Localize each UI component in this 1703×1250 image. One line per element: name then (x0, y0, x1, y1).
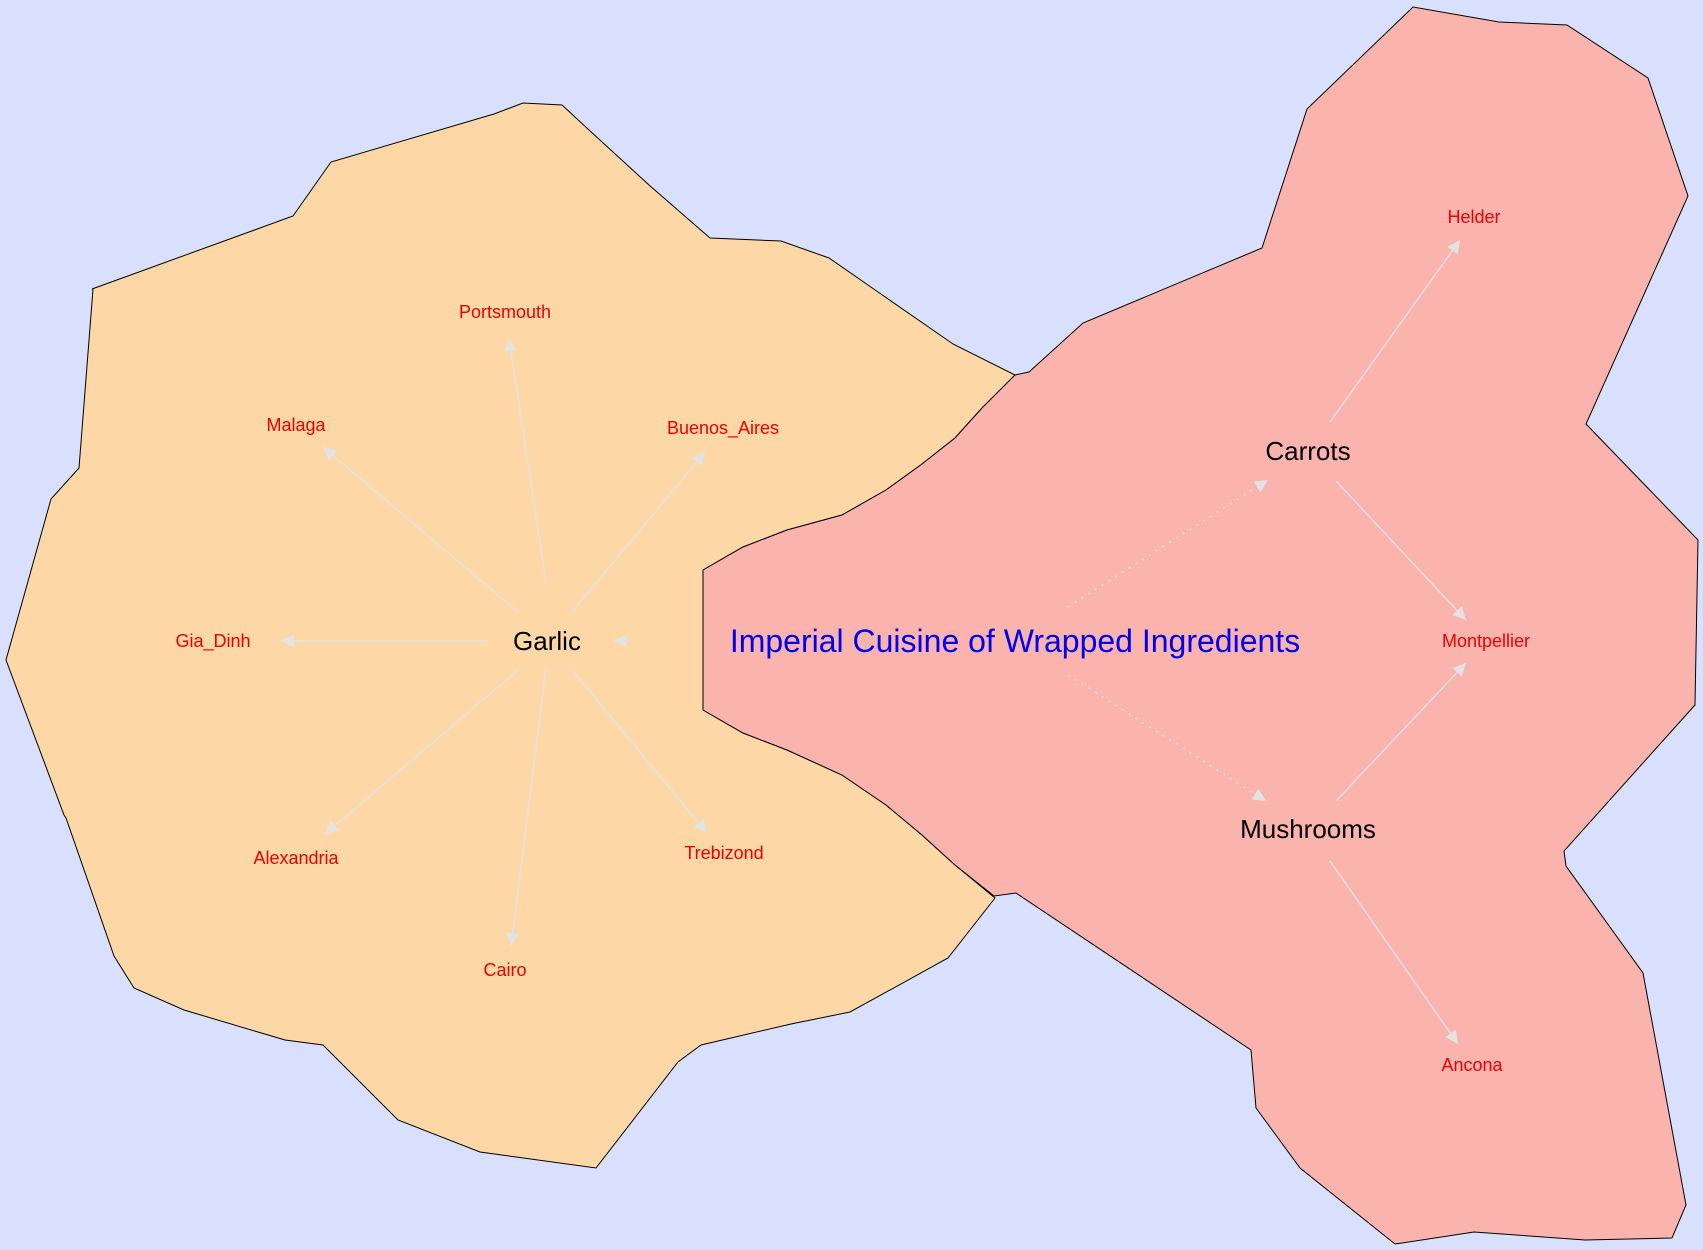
city-alexandria: Alexandria (253, 848, 339, 868)
diagram-title: Imperial Cuisine of Wrapped Ingredients (730, 623, 1300, 659)
city-portsmouth: Portsmouth (459, 302, 551, 322)
edge-garlic-trebizond (571, 669, 708, 834)
edge-mushrooms-ancona (1329, 860, 1459, 1045)
city-cairo: Cairo (483, 960, 526, 980)
city-helder: Helder (1447, 207, 1500, 227)
edge-garlic-alexandria (324, 669, 519, 835)
ingredient-carrots: Carrots (1265, 436, 1350, 466)
edge-garlic-buenos-aires (571, 451, 706, 613)
city-trebizond: Trebizond (684, 843, 763, 863)
edge-mushrooms-montpellier (1335, 662, 1467, 802)
edge-garlic-cairo (506, 667, 547, 947)
city-buenos-aires: Buenos_Aires (667, 418, 779, 439)
city-ancona: Ancona (1441, 1055, 1503, 1075)
ingredient-mushrooms: Mushrooms (1240, 814, 1376, 844)
edge-garlic-malaga (322, 446, 519, 613)
edge-carrots-helder (1329, 239, 1461, 423)
edge-carrots-montpellier (1335, 480, 1467, 621)
city-montpellier: Montpellier (1442, 631, 1530, 651)
edge-garlic-portsmouth (504, 337, 547, 584)
city-malaga: Malaga (266, 415, 326, 435)
ingredient-garlic: Garlic (513, 626, 581, 656)
vegetables-region (702, 6, 1699, 1245)
city-gia-dinh: Gia_Dinh (175, 631, 250, 652)
